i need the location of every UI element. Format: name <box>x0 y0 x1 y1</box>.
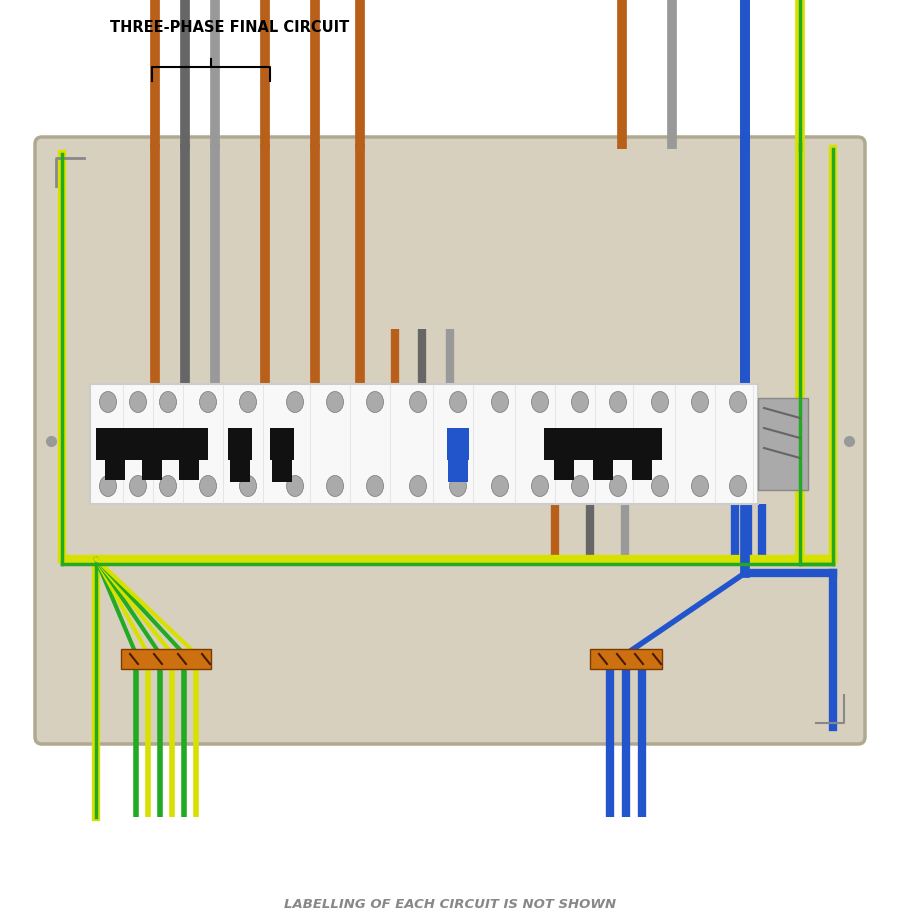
Ellipse shape <box>327 476 344 497</box>
Bar <box>96 428 208 460</box>
Bar <box>228 428 252 460</box>
Ellipse shape <box>200 476 217 497</box>
Ellipse shape <box>200 392 217 413</box>
Ellipse shape <box>532 476 548 497</box>
Ellipse shape <box>652 476 669 497</box>
Text: LABELLING OF EACH CIRCUIT IS NOT SHOWN: LABELLING OF EACH CIRCUIT IS NOT SHOWN <box>284 897 616 910</box>
Bar <box>593 460 613 481</box>
Bar <box>104 460 125 481</box>
Ellipse shape <box>286 392 303 413</box>
Ellipse shape <box>410 476 427 497</box>
Ellipse shape <box>572 476 589 497</box>
Ellipse shape <box>286 476 303 497</box>
Ellipse shape <box>691 476 708 497</box>
Text: THREE-PHASE FINAL CIRCUIT: THREE-PHASE FINAL CIRCUIT <box>110 20 349 35</box>
Bar <box>590 650 662 669</box>
Ellipse shape <box>449 392 466 413</box>
Bar <box>272 460 292 482</box>
Ellipse shape <box>730 476 746 497</box>
Ellipse shape <box>609 392 626 413</box>
Ellipse shape <box>327 392 344 413</box>
Ellipse shape <box>572 392 589 413</box>
Ellipse shape <box>730 392 746 413</box>
Ellipse shape <box>239 392 256 413</box>
Bar <box>270 428 294 460</box>
Ellipse shape <box>491 476 508 497</box>
Ellipse shape <box>449 476 466 497</box>
Ellipse shape <box>366 476 383 497</box>
Bar <box>142 460 162 481</box>
Ellipse shape <box>100 476 116 497</box>
Ellipse shape <box>159 476 176 497</box>
Bar <box>121 650 211 669</box>
Bar <box>758 399 808 491</box>
Ellipse shape <box>130 392 147 413</box>
Ellipse shape <box>366 392 383 413</box>
FancyBboxPatch shape <box>35 138 865 744</box>
Bar <box>554 460 573 481</box>
Bar <box>448 460 468 482</box>
Bar <box>544 428 662 460</box>
Bar <box>90 384 758 505</box>
Bar <box>633 460 652 481</box>
Ellipse shape <box>691 392 708 413</box>
Ellipse shape <box>609 476 626 497</box>
Ellipse shape <box>410 392 427 413</box>
Ellipse shape <box>159 392 176 413</box>
Ellipse shape <box>100 392 116 413</box>
Ellipse shape <box>532 392 548 413</box>
Bar <box>447 428 469 460</box>
Bar <box>230 460 250 482</box>
Ellipse shape <box>239 476 256 497</box>
Ellipse shape <box>652 392 669 413</box>
Ellipse shape <box>491 392 508 413</box>
Bar <box>179 460 199 481</box>
Ellipse shape <box>130 476 147 497</box>
